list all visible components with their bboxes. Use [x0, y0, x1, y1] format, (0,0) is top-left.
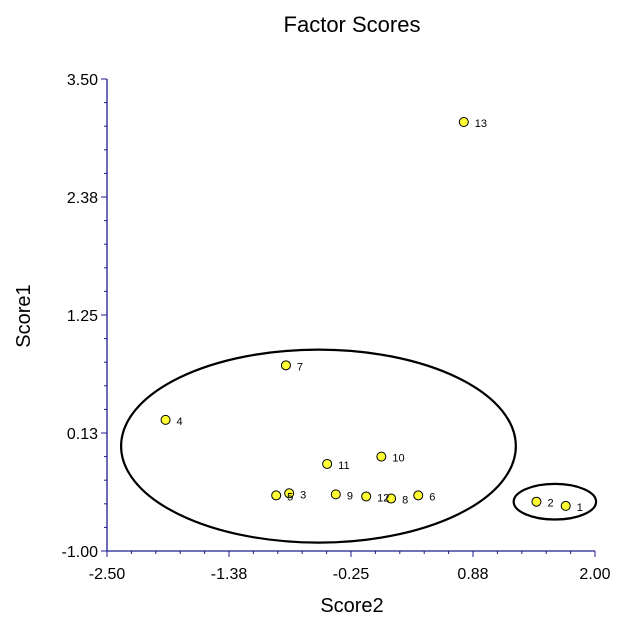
point-label: 9 [347, 490, 353, 502]
point-label: 7 [297, 361, 303, 373]
axes: -1.00 0.13 1.25 2.38 3.50 -2.50 -1.38 -0.25 0.88… [62, 72, 611, 583]
point-label: 12 [377, 492, 389, 504]
data-point [458, 117, 469, 128]
data-point [330, 489, 341, 500]
y-tick-label: 0.13 [67, 426, 98, 443]
data-point [386, 493, 397, 504]
chart-title: Factor Scores [284, 12, 421, 37]
y-axis-title: Score1 [13, 284, 35, 347]
x-tick-label: -2.50 [89, 566, 126, 583]
point-label: 1 [577, 502, 583, 514]
data-point [560, 500, 571, 511]
cluster-ellipse [119, 348, 517, 544]
point-label: 8 [402, 495, 408, 507]
point-label: 4 [177, 416, 183, 428]
x-tick-label: 0.88 [457, 566, 488, 583]
data-point [284, 488, 295, 499]
x-tick-label: -1.38 [211, 566, 248, 583]
x-axis-title: Score2 [320, 595, 383, 617]
data-point [160, 414, 171, 425]
y-tick-label: -1.00 [62, 544, 99, 561]
point-label: 10 [392, 453, 404, 465]
cluster-ellipses [119, 348, 598, 544]
data-point [271, 490, 282, 501]
data-point [322, 458, 333, 469]
x-tick-label: -0.25 [333, 566, 370, 583]
x-tick-label: 2.00 [579, 566, 610, 583]
y-tick-label: 1.25 [67, 308, 98, 325]
y-tick-label: 3.50 [67, 72, 98, 89]
data-point [531, 496, 542, 507]
point-label: 3 [300, 489, 306, 501]
point-label: 6 [429, 491, 435, 503]
data-point [280, 360, 291, 371]
point-label: 13 [475, 118, 487, 130]
data-point [413, 490, 424, 501]
y-tick-label: 2.38 [67, 190, 98, 207]
cluster-ellipse [512, 482, 598, 521]
point-label: 2 [547, 498, 553, 510]
data-point [361, 491, 372, 502]
data-point [376, 451, 387, 462]
point-label: 5 [287, 491, 293, 503]
point-label: 11 [338, 460, 349, 472]
